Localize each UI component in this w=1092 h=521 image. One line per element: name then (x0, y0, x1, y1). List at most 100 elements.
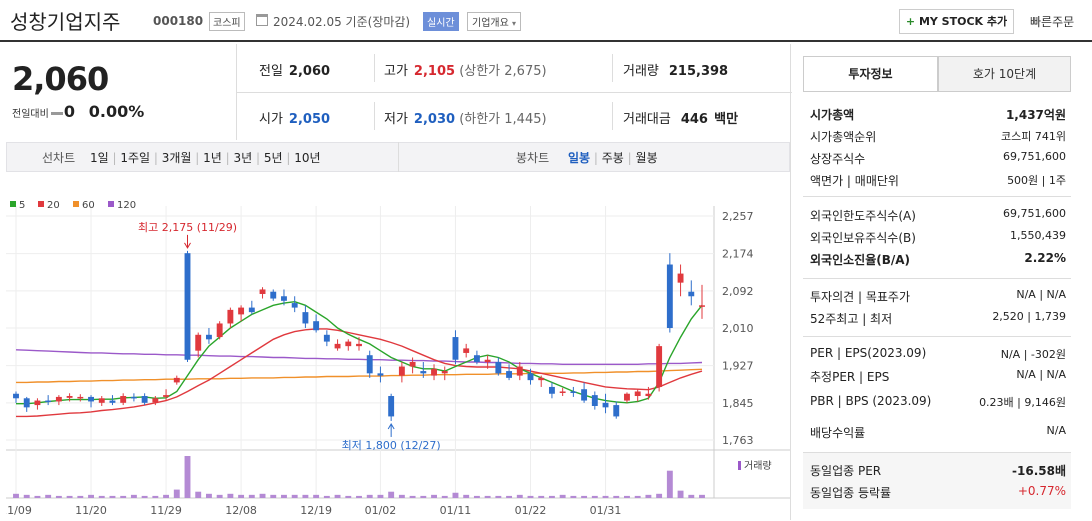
volume-bar (366, 494, 373, 498)
unchanged-icon (50, 112, 63, 115)
volume-bar (141, 495, 148, 498)
info-row-rows2-2: 외국인소진율(B/A) 2.22% (810, 251, 1066, 267)
line-range-list: 1일 | 1주일 | 3개월 | 1년 | 3년 | 5년 | 10년 (90, 151, 321, 165)
info-label: 추정PER | EPS (810, 370, 890, 384)
candle-body (559, 391, 566, 393)
candle-body (248, 307, 255, 313)
volume-bar (441, 495, 448, 498)
volume-bar (302, 494, 309, 498)
info-label: 외국인보유주식수(B) (810, 231, 916, 245)
line-range-5[interactable]: 5년 (263, 151, 283, 165)
candle-body (23, 398, 30, 408)
candle-chart-label: 봉차트 (516, 151, 550, 165)
candle-body (591, 395, 598, 406)
add-mystock-button[interactable]: + MY STOCK 추가 (899, 9, 1014, 34)
line-range-0[interactable]: 1일 (90, 151, 109, 165)
x-tick-label: 11/29 (150, 504, 182, 517)
info-value: 코스피 741위 (1001, 130, 1066, 143)
line-range-4[interactable]: 3년 (233, 151, 253, 165)
volume-bar (506, 495, 513, 498)
info-label: 동일업종 PER (810, 464, 882, 478)
volume-bar (45, 494, 52, 498)
info-value: 2,520 | 1,739 (992, 310, 1066, 323)
line-range-2[interactable]: 3개월 (161, 151, 192, 165)
info-value: 1,437억원 (1005, 108, 1066, 122)
candle-body (334, 343, 341, 349)
day-high: 고가 2,105 (상한가 2,675) (384, 64, 547, 79)
info-label: 액면가 | 매매단위 (810, 174, 899, 188)
legend-swatch (73, 201, 79, 207)
candle-range-2[interactable]: 월봉 (635, 151, 658, 165)
volume-bar (13, 493, 19, 498)
candle-body (130, 396, 137, 399)
volume-bar (66, 495, 73, 498)
quick-order-button[interactable]: 빠른주문 (1030, 15, 1075, 29)
candle-range-0[interactable]: 일봉 (568, 151, 591, 165)
tab-orderbook-10[interactable]: 호가 10단계 (938, 56, 1071, 92)
volume-bar (473, 495, 480, 498)
info-row-rows2-1: 외국인보유주식수(B) 1,550,439 (810, 229, 1066, 245)
x-tick-label: 11/20 (75, 504, 107, 517)
volume-bar (184, 456, 191, 498)
candle-body (377, 373, 384, 376)
candle-body (656, 346, 663, 387)
volume-bar (205, 493, 212, 498)
volume-bar (163, 494, 170, 498)
candle-body (281, 296, 287, 301)
x-tick-label: 01/31 (590, 504, 622, 517)
low-arrowhead (387, 422, 395, 430)
info-row-rows1-0: 시가총액 1,437억원 (810, 106, 1066, 122)
high-annotation: 최고 2,175 (11/29) (138, 221, 237, 234)
volume-bar (152, 495, 159, 498)
chevron-down-icon: ▾ (512, 19, 517, 28)
candle-body (34, 400, 41, 406)
candle-body (302, 312, 309, 324)
volume-bar (98, 495, 105, 498)
company-overview-button[interactable]: 기업개요 ▾ (467, 12, 522, 31)
volume-bar (452, 492, 459, 498)
candle-body (516, 366, 523, 376)
stock-code: 000180 (153, 14, 204, 28)
candle-body (238, 307, 245, 315)
volume-bar (613, 495, 620, 498)
volume-bar (388, 491, 395, 498)
line-range-3[interactable]: 1년 (203, 151, 222, 165)
y-tick-label: 1,845 (722, 397, 754, 410)
market-badge: 코스피 (209, 12, 245, 31)
line-chart-label: 선차트 (42, 151, 76, 165)
legend-label: 60 (82, 200, 95, 211)
line-range-1[interactable]: 1주일 (120, 151, 151, 165)
info-label: 시가총액순위 (810, 130, 877, 144)
candle-body (98, 398, 105, 403)
candle-body (66, 396, 73, 398)
candle-body (398, 366, 405, 376)
volume-bar (259, 493, 266, 498)
candle-range-1[interactable]: 주봉 (601, 151, 624, 165)
volume-bar (409, 495, 416, 498)
info-value: N/A | N/A (1016, 368, 1066, 381)
volume-bar (688, 494, 695, 498)
volume-bar (248, 494, 255, 498)
volume-bar (431, 494, 437, 498)
info-value: N/A | -302원 (1000, 348, 1066, 361)
volume-bar (591, 495, 598, 498)
x-tick-label: 11/09 (6, 504, 32, 517)
candle-body (602, 402, 609, 408)
line-range-6[interactable]: 10년 (294, 151, 321, 165)
candle-body (431, 368, 437, 376)
tab-investment-info[interactable]: 투자정보 (803, 56, 938, 92)
y-tick-label: 2,174 (722, 248, 754, 261)
info-value: 1,550,439 (1010, 229, 1066, 242)
trade-amount: 거래대금 446 백만 (623, 112, 739, 127)
candle-body (548, 386, 555, 394)
panel-divider (803, 336, 1071, 337)
volume-bar (88, 494, 94, 498)
volume-bar (463, 494, 470, 498)
candle-body (495, 362, 502, 374)
volume-bar (559, 494, 566, 498)
volume-legend-label: 거래량 (744, 460, 772, 472)
realtime-button[interactable]: 실시간 (423, 12, 459, 31)
y-tick-label: 2,257 (722, 210, 754, 223)
day-low: 저가 2,030 (하한가 1,445) (384, 112, 547, 127)
volume-bar (377, 494, 384, 498)
